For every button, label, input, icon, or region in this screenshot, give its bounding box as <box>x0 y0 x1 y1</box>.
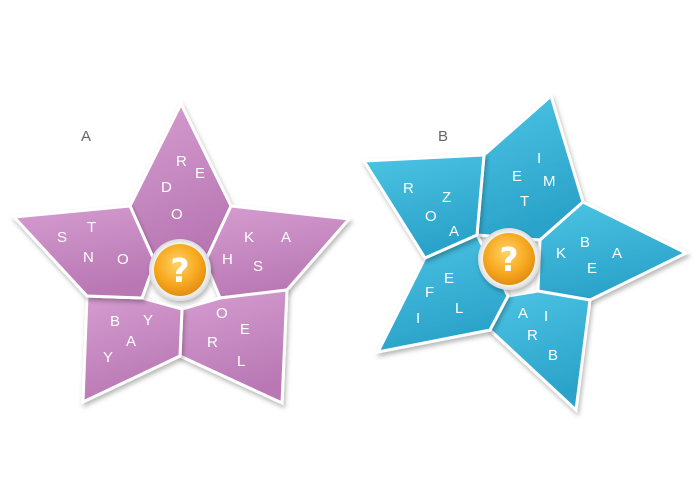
puzzle-b-center-button[interactable]: ? <box>478 228 540 290</box>
puzzle-b-star: I E M T B K E A A I R B E F L I <box>364 96 686 410</box>
puzzle-b-top-left-letter-3: O <box>425 208 437 225</box>
puzzle-a-lower-right-letter-2: E <box>240 321 250 338</box>
puzzle-b-top-left-letter-2: R <box>403 180 414 197</box>
puzzle-a-petal-left[interactable]: T S N O <box>14 206 155 298</box>
puzzle-b-bottom-letter-3: R <box>527 327 538 344</box>
puzzle-a-right-letter-1: K <box>244 229 254 246</box>
puzzle-a-left-letter-4: O <box>117 251 129 268</box>
puzzle-a-lower-left-letter-4: A <box>126 333 136 350</box>
puzzle-a-petal-lower-left[interactable]: B Y Y A <box>83 296 182 402</box>
puzzle-b-top-left-letter-4: A <box>449 223 459 240</box>
puzzle-a-top-letter-1: R <box>176 153 187 170</box>
puzzle-b-left-letter-3: L <box>455 300 463 317</box>
puzzle-a-left-letter-1: T <box>87 219 96 236</box>
puzzle-a-petal-lower-right[interactable]: O E R L <box>180 290 287 403</box>
puzzle-a-petal-right[interactable]: K A H S <box>205 206 349 298</box>
puzzle-b-label: B <box>438 128 448 145</box>
puzzle-b-top-right-letter-1: I <box>537 150 541 167</box>
puzzle-a-lower-left-letter-2: Y <box>143 312 153 329</box>
puzzle-b-bottom-letter-4: B <box>548 347 558 364</box>
puzzle-a-label: A <box>81 128 91 145</box>
puzzle-b-right-letter-3: E <box>587 260 597 277</box>
puzzle-a-right-letter-2: A <box>281 229 291 246</box>
puzzle-b-petal-bottom[interactable]: A I R B <box>490 291 590 410</box>
puzzle-b-bottom-letter-1: A <box>518 305 528 322</box>
puzzle-a-top-letter-3: E <box>195 165 205 182</box>
puzzle-b-left-letter-1: E <box>444 270 454 287</box>
puzzle-b-bottom-letter-2: I <box>544 308 548 325</box>
puzzle-a-top-letter-2: D <box>161 179 172 196</box>
puzzle-b-right-letter-1: B <box>580 234 590 251</box>
question-mark-icon: ? <box>499 240 518 279</box>
puzzle-a-lower-right-letter-3: R <box>207 334 218 351</box>
puzzle-a-lower-left-letter-1: B <box>110 313 120 330</box>
puzzle-b-top-right-letter-2: E <box>512 168 522 185</box>
puzzle-b-left-letter-4: I <box>416 310 420 327</box>
puzzle-b-right-letter-2: K <box>556 245 566 262</box>
puzzle-a-lower-left-letter-3: Y <box>103 349 113 366</box>
puzzle-b-right-letter-4: A <box>612 245 622 262</box>
question-mark-icon: ? <box>170 251 189 290</box>
puzzle-a-lower-right-letter-4: L <box>237 353 245 370</box>
puzzle-b-top-right-letter-3: M <box>543 173 556 190</box>
puzzle-b-top-right-letter-4: T <box>520 193 529 210</box>
puzzle-b-left-letter-2: F <box>425 284 434 301</box>
puzzle-b-top-left-letter-1: Z <box>442 189 451 206</box>
puzzle-a-center-button[interactable]: ? <box>149 239 211 301</box>
puzzle-a-top-letter-4: O <box>171 206 183 223</box>
puzzle-a-lower-right-letter-1: O <box>216 305 228 322</box>
puzzle-a-left-letter-2: S <box>57 229 67 246</box>
puzzle-a-left-letter-3: N <box>83 249 94 266</box>
puzzle-a-star: R D E O K A H S O E R L B Y Y A <box>14 104 349 403</box>
puzzle-a-right-letter-4: S <box>253 258 263 275</box>
puzzle-a-right-letter-3: H <box>222 251 233 268</box>
